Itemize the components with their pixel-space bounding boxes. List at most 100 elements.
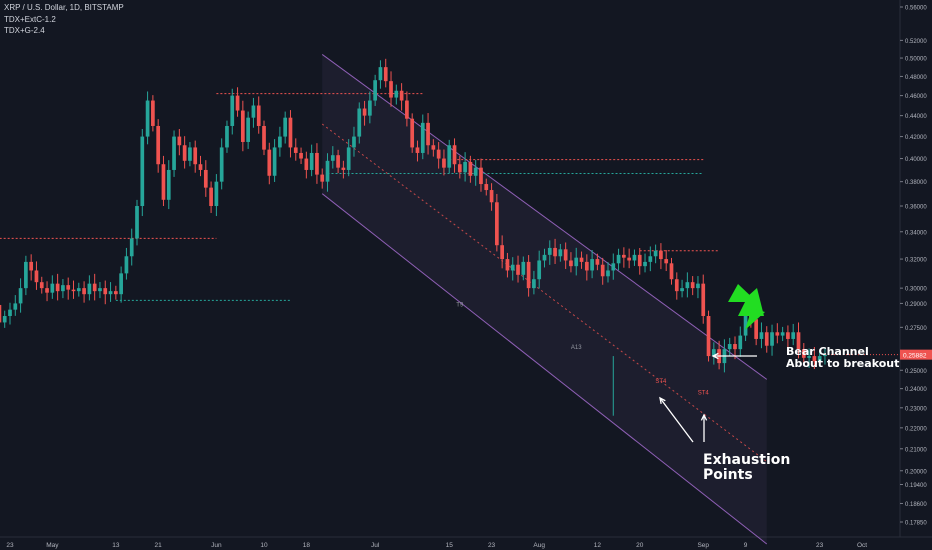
candle-body [738,335,743,350]
candle-body [304,158,309,170]
candle [690,276,695,296]
bear-channel-label: Bear Channel [786,345,869,358]
td-marker-st2: ST4 [698,390,710,396]
candle [367,91,372,124]
candle [198,155,203,177]
candle [0,304,2,323]
candle [637,248,642,275]
channel-upper-line [321,54,768,380]
candle [648,246,653,272]
candle-body [76,288,81,292]
candle-body [373,80,377,101]
candle-body [71,289,76,292]
candle-body [209,187,213,207]
candle-body [516,264,520,275]
candle [24,255,28,296]
candle [817,350,822,367]
time-tick-label: 13 [112,542,120,549]
candle [738,326,743,357]
candle-body [420,122,425,153]
candle [103,280,108,305]
candle-body [367,100,372,116]
green-breakout-arrows [728,284,765,330]
candle-body [611,263,616,271]
time-tick-label: 12 [594,542,602,549]
candle [45,281,49,302]
candle [87,275,92,301]
candle-body [267,149,272,176]
candle-body [219,147,224,182]
candle-body [632,254,637,261]
channel-mid-line [321,123,768,463]
candle-body [764,332,769,346]
candle-body [151,100,155,126]
candle-body [415,147,420,153]
candle [447,139,452,174]
candle [812,347,817,370]
candle [246,111,250,149]
candle [595,253,600,271]
candle [278,126,282,157]
candle [172,130,176,177]
price-tick-label: 0.18600 [905,502,927,508]
candle [500,235,505,269]
price-tick-label: 0.34000 [905,230,927,236]
exhaustion-arrow-1-head [659,396,666,405]
candle [119,266,123,303]
candle [696,276,700,299]
candle-body [309,152,314,170]
candle-body [98,288,102,292]
candle-body [124,256,129,274]
candle-body [770,332,774,346]
price-tick-label: 0.19400 [905,483,927,489]
candle-body [214,181,219,207]
candle [225,120,229,153]
candle-body [256,105,261,126]
candle-body [495,202,499,246]
candle-body [733,344,737,350]
candle [558,243,563,262]
candle [177,128,182,156]
candle [352,126,356,157]
candle [505,252,510,278]
candle [627,248,632,269]
candle [240,100,245,152]
time-tick-label: 10 [260,542,268,549]
price-tick-label: 0.40000 [905,157,927,163]
candle-body [473,167,478,176]
candle [299,147,303,164]
price-tick-label: 0.52000 [905,39,927,45]
candle-body [161,164,166,200]
candle-body [447,145,452,168]
candle [29,254,34,281]
candle [537,250,542,289]
candle [330,146,335,169]
candle [188,142,192,167]
candle [759,322,764,349]
candle [251,97,256,128]
price-tick-label: 0.30000 [905,287,927,293]
candle-body [653,250,658,257]
candle-body [537,260,542,280]
candle [674,272,679,300]
candle [791,323,796,346]
candle [346,139,351,177]
candle [98,282,102,299]
candle [389,71,393,107]
candle-body [13,303,18,310]
candle [373,74,377,106]
candle-body [389,81,393,98]
candle-body [235,95,240,111]
candle [431,139,436,157]
indicator-label-2[interactable]: TDX+G-2.4 [4,26,45,35]
exhaustion-arrow-2-head [700,413,708,421]
candle-body [801,349,806,358]
candle [82,281,86,303]
candle-body [55,283,60,292]
indicator-label-1[interactable]: TDX+ExtC-1.2 [4,15,56,24]
price-tick-label: 0.17850 [905,521,927,527]
candle [135,199,139,246]
candle [770,324,774,356]
